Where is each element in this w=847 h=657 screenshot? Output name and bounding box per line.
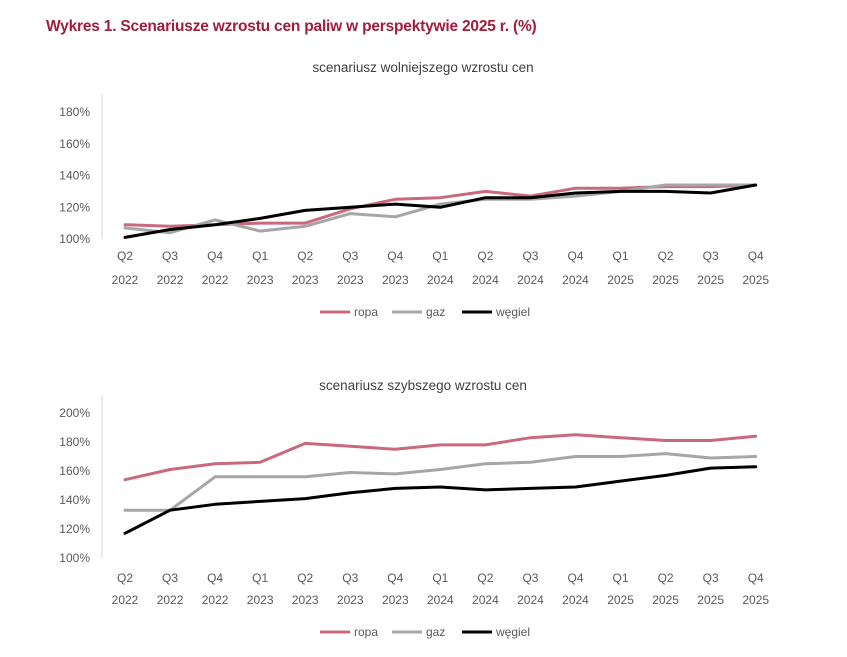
x-tick-quarter: Q1: [432, 571, 448, 585]
x-tick-year: 2022: [157, 273, 184, 287]
y-tick-label: 160%: [59, 464, 90, 478]
x-tick-quarter: Q4: [567, 571, 583, 585]
chart-subtitle: scenariusz wolniejszego wzrostu cen: [312, 60, 533, 75]
x-tick-year: 2022: [202, 273, 229, 287]
x-tick-quarter: Q2: [297, 571, 313, 585]
legend-label: ropa: [354, 305, 378, 319]
series-line-3: [123, 465, 758, 535]
x-tick-year: 2023: [382, 593, 409, 607]
x-tick-quarter: Q2: [477, 249, 493, 263]
x-tick-quarter: Q3: [703, 249, 719, 263]
x-tick-year: 2024: [562, 593, 589, 607]
x-tick-year: 2023: [247, 593, 274, 607]
x-tick-year: 2025: [742, 273, 769, 287]
x-tick-year: 2025: [652, 273, 679, 287]
x-tick-year: 2022: [112, 593, 139, 607]
x-tick-quarter: Q3: [703, 571, 719, 585]
x-tick-quarter: Q1: [252, 571, 268, 585]
x-tick-quarter: Q1: [432, 249, 448, 263]
x-tick-year: 2022: [112, 273, 139, 287]
y-tick-label: 140%: [59, 169, 90, 183]
chart-fast-growth: scenariusz szybszego wzrostu cen 100% 120%…: [59, 378, 769, 639]
y-tick-label: 120%: [59, 522, 90, 536]
x-tick-quarter: Q1: [613, 571, 629, 585]
y-tick-label: 100%: [59, 232, 90, 246]
legend-label: węgiel: [495, 305, 530, 319]
x-tick-year: 2025: [607, 273, 634, 287]
x-tick-quarter: Q3: [522, 249, 538, 263]
x-tick-quarter: Q4: [207, 249, 223, 263]
x-tick-year: 2025: [697, 593, 724, 607]
x-tick-year: 2024: [472, 273, 499, 287]
x-tick-quarter: Q2: [658, 571, 674, 585]
x-tick-year: 2024: [427, 593, 454, 607]
x-tick-year: 2025: [607, 593, 634, 607]
series-line-2: [123, 452, 758, 512]
y-tick-label: 180%: [59, 105, 90, 119]
x-tick-quarter: Q4: [748, 571, 764, 585]
x-tick-quarter: Q2: [117, 571, 133, 585]
y-tick-label: 180%: [59, 435, 90, 449]
y-tick-label: 160%: [59, 137, 90, 151]
y-tick-label: 140%: [59, 493, 90, 507]
x-tick-year: 2024: [472, 593, 499, 607]
legend-label: ropa: [354, 625, 378, 639]
x-tick-quarter: Q4: [207, 571, 223, 585]
y-tick-label: 120%: [59, 200, 90, 214]
x-tick-quarter: Q1: [613, 249, 629, 263]
x-tick-quarter: Q3: [342, 571, 358, 585]
x-tick-quarter: Q2: [297, 249, 313, 263]
x-tick-year: 2025: [742, 593, 769, 607]
x-tick-quarter: Q2: [658, 249, 674, 263]
x-tick-year: 2025: [697, 273, 724, 287]
legend-label: węgiel: [495, 625, 530, 639]
x-tick-quarter: Q4: [748, 249, 764, 263]
x-tick-quarter: Q3: [522, 571, 538, 585]
x-tick-year: 2025: [652, 593, 679, 607]
x-tick-year: 2024: [562, 273, 589, 287]
chart-subtitle: scenariusz szybszego wzrostu cen: [319, 378, 527, 393]
x-tick-quarter: Q4: [567, 249, 583, 263]
x-tick-year: 2024: [517, 593, 544, 607]
chart-slow-growth: scenariusz wolniejszego wzrostu cen 100% 1…: [59, 60, 769, 319]
series-line-1: [123, 433, 758, 482]
x-tick-quarter: Q4: [387, 571, 403, 585]
x-tick-quarter: Q3: [162, 249, 178, 263]
x-tick-year: 2023: [382, 273, 409, 287]
x-tick-year: 2023: [337, 273, 364, 287]
x-tick-year: 2022: [202, 593, 229, 607]
x-tick-quarter: Q4: [387, 249, 403, 263]
x-tick-year: 2023: [247, 273, 274, 287]
x-tick-quarter: Q3: [342, 249, 358, 263]
x-tick-year: 2023: [292, 273, 319, 287]
x-tick-year: 2023: [337, 593, 364, 607]
x-tick-year: 2024: [427, 273, 454, 287]
page-title: Wykres 1. Scenariusze wzrostu cen paliw …: [46, 18, 537, 35]
x-tick-year: 2022: [157, 593, 184, 607]
legend-label: gaz: [426, 305, 445, 319]
x-tick-quarter: Q2: [117, 249, 133, 263]
y-tick-label: 100%: [59, 551, 90, 565]
x-tick-year: 2023: [292, 593, 319, 607]
x-tick-quarter: Q3: [162, 571, 178, 585]
series-line-3: [123, 183, 758, 239]
y-tick-label: 200%: [59, 406, 90, 420]
x-tick-quarter: Q1: [252, 249, 268, 263]
legend-label: gaz: [426, 625, 445, 639]
x-tick-year: 2024: [517, 273, 544, 287]
x-tick-quarter: Q2: [477, 571, 493, 585]
